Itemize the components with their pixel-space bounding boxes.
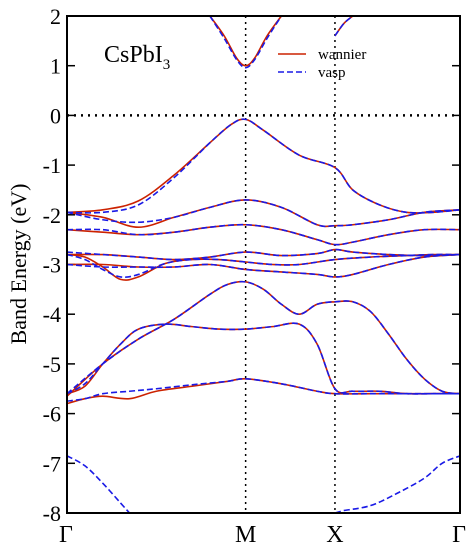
y-tick-label: -8 [43, 501, 61, 526]
k-point-gridlines [244, 16, 336, 513]
band-line-vasp [67, 248, 460, 261]
band-line-vasp [334, 16, 354, 37]
chart-title: CsPbI3 [104, 42, 170, 73]
y-tick-label: -3 [43, 253, 61, 278]
y-tick-label: -6 [43, 402, 61, 427]
k-point-label: X [326, 522, 343, 548]
k-point-label: M [235, 522, 256, 548]
band-line-wannier [67, 322, 460, 395]
y-tick-label: -7 [43, 451, 61, 476]
band-line-vasp [67, 455, 131, 513]
band-line-vasp [67, 280, 460, 395]
band-line-vasp [67, 253, 460, 278]
band-line-vasp [209, 16, 283, 69]
band-line-wannier [67, 118, 460, 214]
legend-label-vasp: vasp [318, 65, 346, 81]
chart-title-subscript: 3 [163, 57, 171, 73]
band-line-vasp [343, 455, 460, 512]
band-line-wannier [67, 248, 460, 261]
band-lines [67, 16, 460, 513]
y-tick-label: -4 [43, 302, 61, 327]
y-tick-group: -8 -7 -6 -5 -4 -3 -2 -1 0 1 2 [43, 4, 460, 526]
band-line-vasp [67, 253, 460, 279]
legend-label-wannier: wannier [318, 47, 366, 63]
band-line-wannier [67, 223, 460, 246]
y-tick-label: -5 [43, 352, 61, 377]
band-line-vasp [67, 377, 460, 402]
band-line-vasp [67, 322, 460, 395]
band-line-vasp [67, 199, 460, 228]
y-tick-label: 1 [50, 54, 61, 79]
y-tick-label: -1 [43, 153, 61, 178]
band-line-vasp [67, 118, 460, 214]
y-axis-title: Band Energy (eV) [6, 184, 31, 345]
y-tick-label: 0 [50, 103, 61, 128]
band-line-wannier [67, 199, 460, 229]
band-line-vasp [67, 223, 460, 246]
plot-frame [66, 15, 461, 514]
band-line-wannier [209, 16, 283, 67]
chart-title-main: CsPbI [104, 42, 163, 68]
legend: wannier vasp [278, 47, 366, 81]
k-point-label: Γ [59, 522, 73, 548]
k-point-label: Γ [452, 522, 466, 548]
y-tick-label: 2 [50, 4, 61, 29]
y-tick-label: -2 [43, 203, 61, 228]
band-line-wannier [67, 253, 460, 278]
